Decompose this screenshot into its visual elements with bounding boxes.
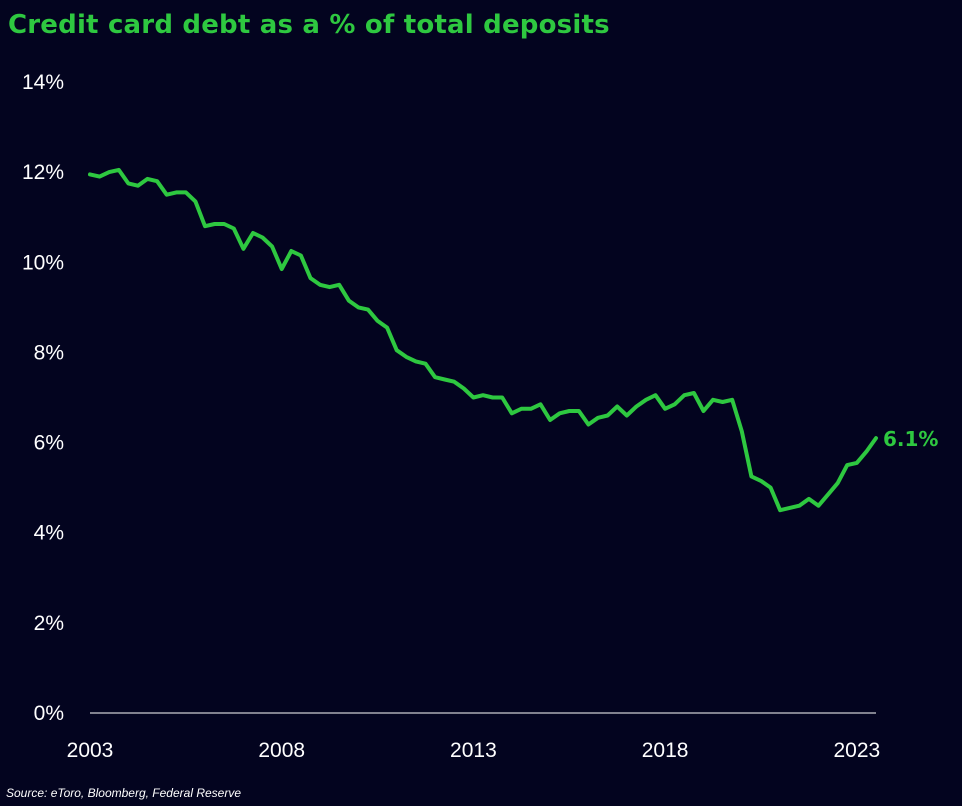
y-tick-label: 4% (34, 522, 64, 545)
x-tick-label: 2008 (258, 739, 305, 762)
source-note: Source: eToro, Bloomberg, Federal Reserv… (6, 786, 242, 800)
x-axis-ticks: 2003 2008 2013 2018 2023 (67, 739, 881, 762)
y-tick-label: 8% (34, 341, 64, 364)
series-line (88, 167, 878, 513)
y-tick-label: 12% (22, 161, 64, 184)
x-tick-label: 2013 (450, 739, 497, 762)
y-axis-ticks: 0% 2% 4% 6% 8% 10% 12% 14% (22, 71, 64, 725)
y-tick-label: 14% (22, 71, 64, 94)
x-tick-label: 2018 (642, 739, 689, 762)
y-tick-label: 0% (34, 702, 64, 725)
x-tick-label: 2023 (833, 739, 880, 762)
end-value-label: 6.1% (883, 427, 938, 451)
y-tick-label: 2% (34, 612, 64, 635)
y-tick-label: 6% (34, 432, 64, 455)
chart-title: Credit card debt as a % of total deposit… (8, 10, 610, 40)
y-tick-label: 10% (22, 251, 64, 274)
x-tick-label: 2003 (67, 739, 114, 762)
